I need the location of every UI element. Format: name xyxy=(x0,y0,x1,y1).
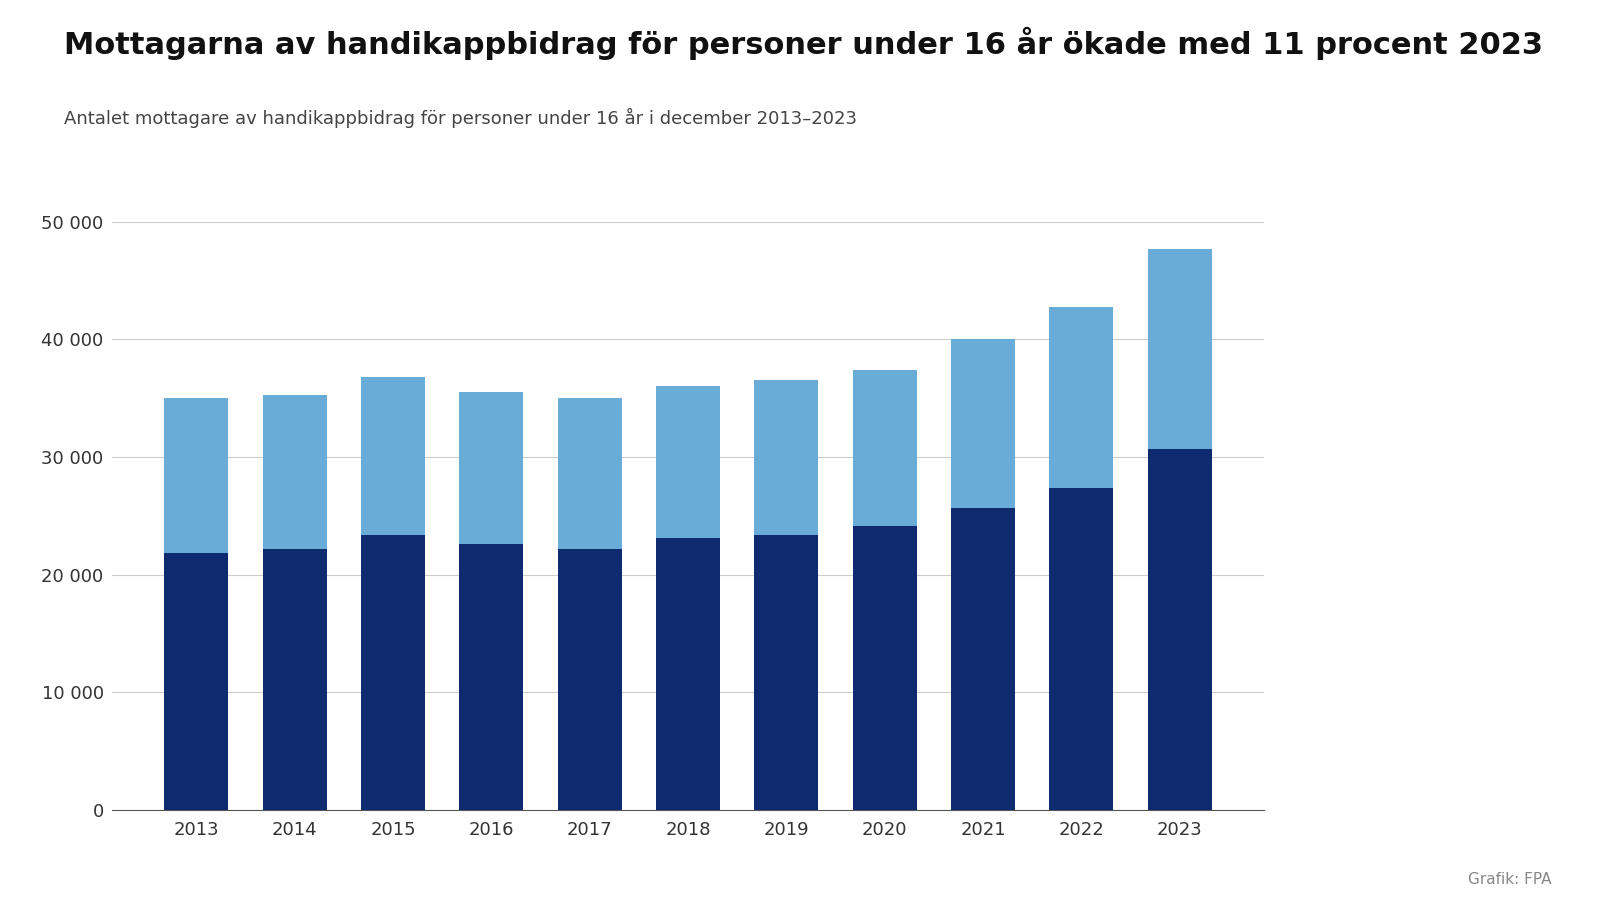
Bar xyxy=(165,554,229,810)
Bar xyxy=(1050,488,1114,810)
Text: Antalet mottagare av handikappbidrag för personer under 16 år i december 2013–20: Antalet mottagare av handikappbidrag för… xyxy=(64,108,858,128)
Bar xyxy=(1050,308,1114,488)
Bar xyxy=(362,535,426,810)
Text: Grafik: FPA: Grafik: FPA xyxy=(1469,871,1552,886)
Bar xyxy=(1147,248,1211,449)
Bar xyxy=(754,381,818,535)
Bar xyxy=(558,549,622,810)
Bar xyxy=(262,394,326,549)
Bar xyxy=(754,535,818,810)
Bar xyxy=(656,386,720,538)
Bar xyxy=(853,370,917,526)
Text: Mottagarna av handikappbidrag för personer under 16 år ökade med 11 procent 2023: Mottagarna av handikappbidrag för person… xyxy=(64,27,1542,60)
Bar xyxy=(656,538,720,810)
Bar xyxy=(1147,449,1211,810)
Bar xyxy=(950,508,1014,810)
Bar xyxy=(362,377,426,535)
Bar xyxy=(950,339,1014,508)
Bar xyxy=(262,549,326,810)
Bar xyxy=(459,392,523,544)
Bar xyxy=(558,398,622,549)
Bar xyxy=(853,526,917,810)
Bar xyxy=(459,544,523,810)
Bar xyxy=(165,398,229,554)
